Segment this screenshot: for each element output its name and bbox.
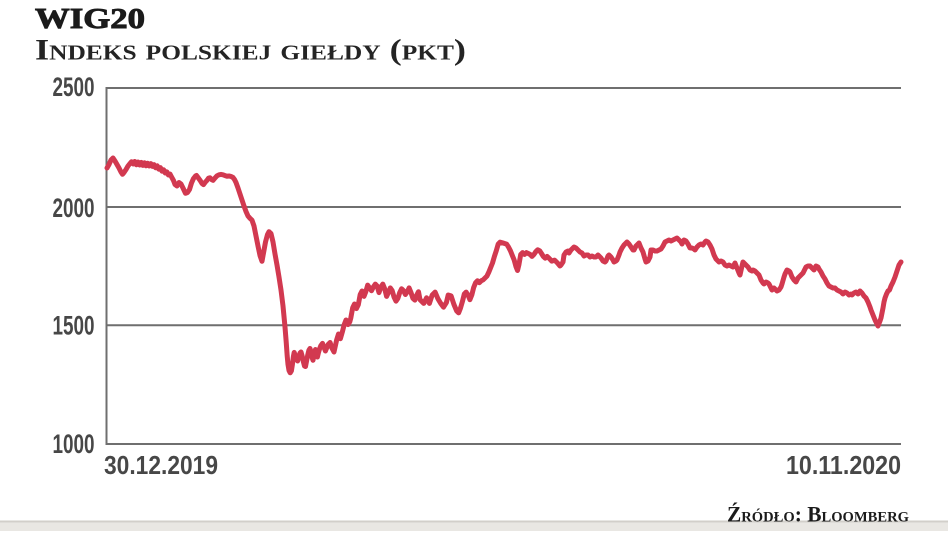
svg-text:2000: 2000 xyxy=(53,193,95,223)
svg-text:10.11.2020: 10.11.2020 xyxy=(786,452,901,480)
svg-text:Indeks polskiej giełdy (pkt): Indeks polskiej giełdy (pkt) xyxy=(35,34,466,67)
svg-text:Źródło: Bloomberg: Źródło: Bloomberg xyxy=(727,502,909,527)
svg-text:WIG20: WIG20 xyxy=(35,4,145,35)
svg-text:2500: 2500 xyxy=(53,72,95,102)
svg-text:30.12.2019: 30.12.2019 xyxy=(104,452,218,480)
svg-text:1000: 1000 xyxy=(53,429,95,459)
svg-text:1500: 1500 xyxy=(53,311,95,341)
